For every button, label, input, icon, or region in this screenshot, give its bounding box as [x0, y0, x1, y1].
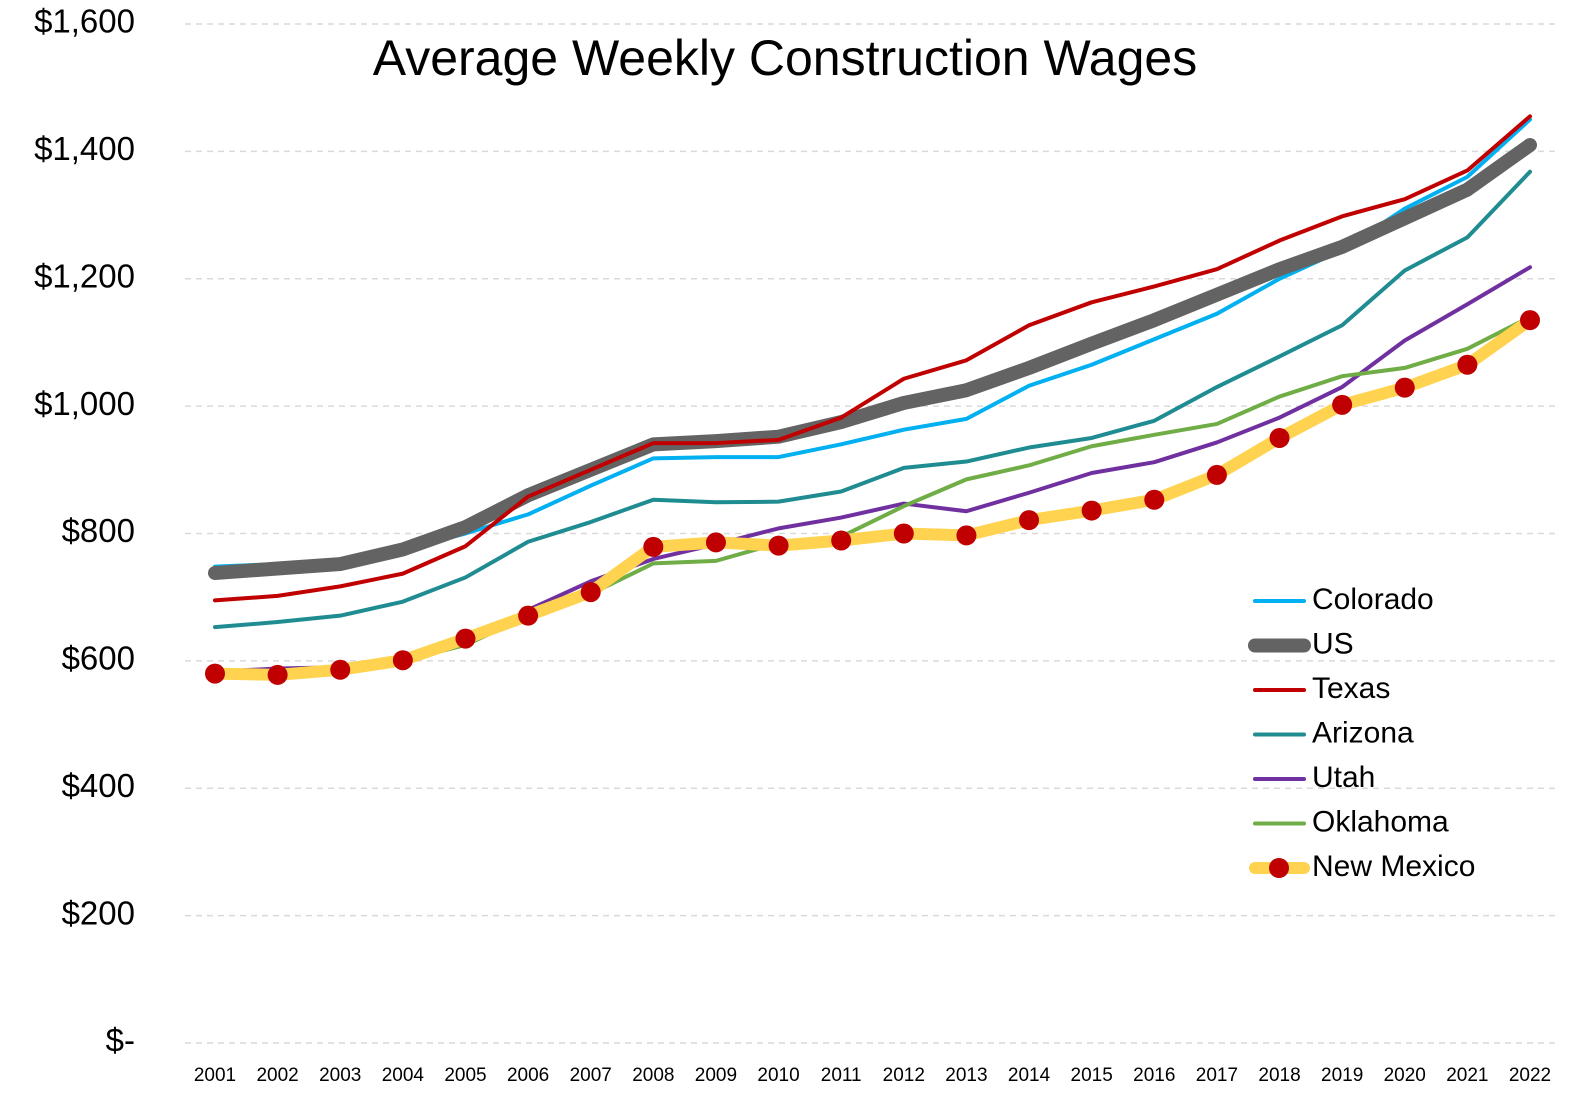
x-tick-label: 2018: [1258, 1065, 1300, 1086]
marker: [831, 530, 852, 551]
marker: [330, 659, 351, 680]
marker: [1457, 354, 1478, 375]
x-tick-label: 2009: [695, 1065, 737, 1086]
x-tick-label: 2020: [1384, 1065, 1426, 1086]
legend-label: Texas: [1312, 672, 1390, 705]
series-line: [208, 138, 1537, 580]
y-tick-label: $400: [62, 767, 135, 804]
y-tick-label: $200: [62, 894, 135, 931]
x-tick-label: 2002: [256, 1065, 298, 1086]
legend-label: Oklahoma: [1312, 805, 1449, 838]
x-tick-label: 2013: [945, 1065, 987, 1086]
marker: [518, 605, 539, 626]
marker: [1206, 464, 1227, 485]
marker: [1081, 500, 1102, 521]
marker: [455, 628, 476, 649]
legend-marker: [1269, 858, 1289, 878]
x-tick-label: 2015: [1071, 1065, 1113, 1086]
chart-title: Average Weekly Construction Wages: [373, 30, 1197, 86]
legend-label: US: [1312, 627, 1354, 660]
x-tick-label: 2017: [1196, 1065, 1238, 1086]
y-tick-label: $1,000: [34, 385, 135, 422]
marker: [267, 664, 288, 685]
x-tick-label: 2005: [444, 1065, 486, 1086]
marker: [1394, 377, 1415, 398]
legend-label: Arizona: [1312, 716, 1414, 749]
x-tick-label: 2021: [1446, 1065, 1488, 1086]
marker: [956, 525, 977, 546]
x-tick-label: 2012: [883, 1065, 925, 1086]
series-line: [213, 314, 1532, 676]
series-line: [209, 314, 1536, 681]
marker: [705, 532, 726, 553]
marker: [768, 535, 789, 556]
x-tick-label: 2014: [1008, 1065, 1051, 1086]
x-tick-label: 2001: [194, 1065, 236, 1086]
marker: [1269, 427, 1290, 448]
x-tick-label: 2019: [1321, 1065, 1363, 1086]
series-line: [213, 169, 1532, 630]
x-tick-label: 2022: [1509, 1065, 1551, 1086]
x-tick-label: 2008: [632, 1065, 674, 1086]
legend-label: New Mexico: [1312, 850, 1475, 883]
y-tick-label: $-: [106, 1022, 135, 1059]
y-tick-label: $800: [62, 512, 135, 549]
marker: [893, 523, 914, 544]
x-tick-label: 2011: [821, 1065, 862, 1086]
series-line: [213, 114, 1532, 603]
marker: [1520, 310, 1540, 331]
legend-label: Colorado: [1312, 583, 1434, 616]
marker: [392, 650, 413, 671]
x-tick-label: 2016: [1133, 1065, 1175, 1086]
marker: [1332, 394, 1353, 415]
y-tick-label: $1,600: [34, 3, 135, 40]
marker: [580, 582, 601, 603]
y-tick-label: $600: [62, 640, 135, 677]
marker: [1019, 510, 1040, 531]
series-line: [213, 117, 1532, 569]
marker: [1144, 489, 1165, 510]
x-tick-label: 2010: [757, 1065, 799, 1086]
legend-label: Utah: [1312, 761, 1375, 794]
marker: [643, 536, 664, 557]
x-tick-label: 2004: [382, 1065, 425, 1086]
x-tick-label: 2006: [507, 1065, 549, 1086]
y-tick-label: $1,200: [34, 257, 135, 294]
x-tick-label: 2007: [570, 1065, 612, 1086]
x-tick-label: 2003: [319, 1065, 361, 1086]
marker: [205, 663, 225, 684]
y-tick-label: $1,400: [34, 130, 135, 167]
